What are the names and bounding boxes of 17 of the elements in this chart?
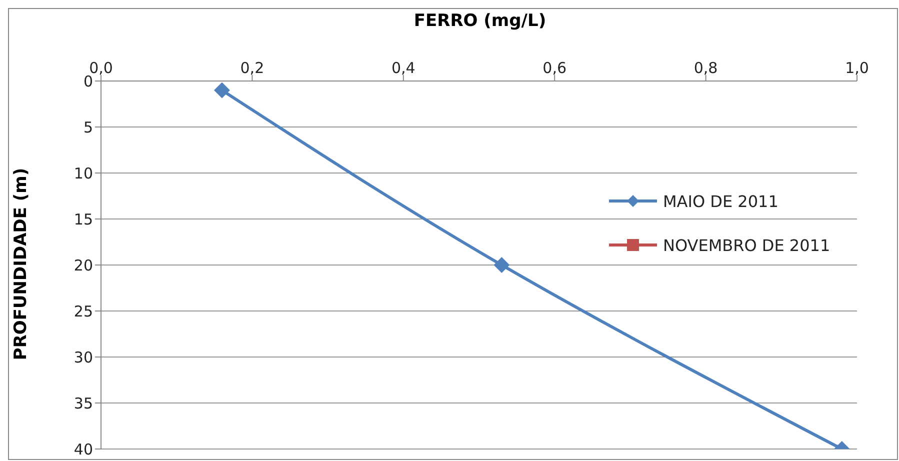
- x-tick-label: 0,6: [542, 59, 567, 77]
- y-tick-label: 5: [83, 118, 93, 136]
- y-axis-title: PROFUNDIDADE (m): [11, 168, 31, 360]
- y-tick-label: 15: [74, 210, 93, 228]
- y-tick-label: 20: [74, 256, 93, 274]
- x-axis-title: FERRO (mg/L): [412, 11, 548, 31]
- x-tick-label: 0,4: [391, 59, 416, 77]
- y-tick-label: 30: [74, 348, 93, 366]
- y-tick-label: 35: [74, 394, 93, 412]
- y-tick-label: 40: [74, 440, 93, 458]
- y-tick-label: 10: [74, 164, 93, 182]
- x-tick-label: 0,8: [694, 59, 718, 77]
- legend-label: MAIO DE 2011: [663, 192, 778, 210]
- x-tick-label: 1,0: [845, 59, 869, 77]
- y-tick-label: 25: [74, 302, 93, 320]
- x-tick-label: 0,2: [240, 59, 264, 77]
- legend-label: NOVEMBRO DE 2011: [663, 236, 830, 254]
